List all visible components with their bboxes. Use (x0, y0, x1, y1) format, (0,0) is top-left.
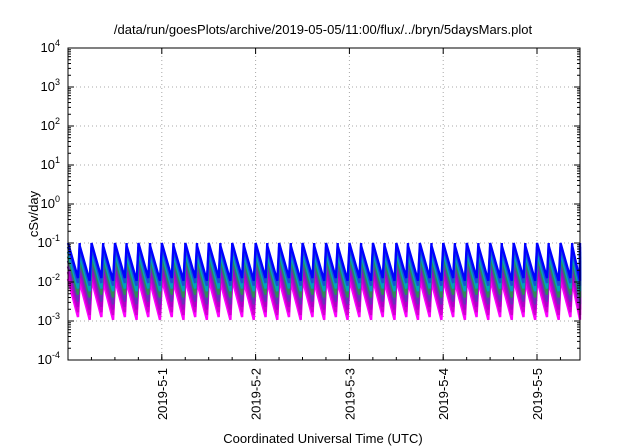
x-tick-label: 2019-5-3 (342, 368, 357, 420)
series-line (66, 242, 582, 282)
y-tick-label: 10-2 (38, 272, 60, 289)
y-axis-label: cSv/day (26, 190, 41, 237)
series-group (66, 242, 582, 321)
y-tick-label: 104 (41, 38, 60, 55)
y-axis: 10-4 10-3 10-2 10-1 100 101 102 103 104 (38, 38, 580, 367)
x-tick-label: 2019-5-4 (436, 368, 451, 420)
y-tick-label: 100 (41, 194, 60, 211)
x-tick-label: 2019-5-5 (530, 368, 545, 420)
x-axis-label: Coordinated Universal Time (UTC) (223, 431, 422, 446)
x-tick-label: 2019-5-2 (249, 368, 264, 420)
x-axis: 2019-5-1 2019-5-2 2019-5-3 2019-5-4 2019-5-5 (67, 48, 561, 420)
y-tick-label: 10-1 (38, 233, 60, 250)
y-tick-label: 10-3 (38, 311, 60, 328)
y-tick-label: 10-4 (38, 350, 60, 367)
y-tick-label: 103 (41, 77, 60, 94)
x-tick-label: 2019-5-1 (155, 368, 170, 420)
chart-title: /data/run/goesPlots/archive/2019-05-05/1… (114, 22, 533, 37)
y-tick-label: 102 (41, 116, 60, 133)
y-tick-label: 101 (41, 155, 60, 172)
